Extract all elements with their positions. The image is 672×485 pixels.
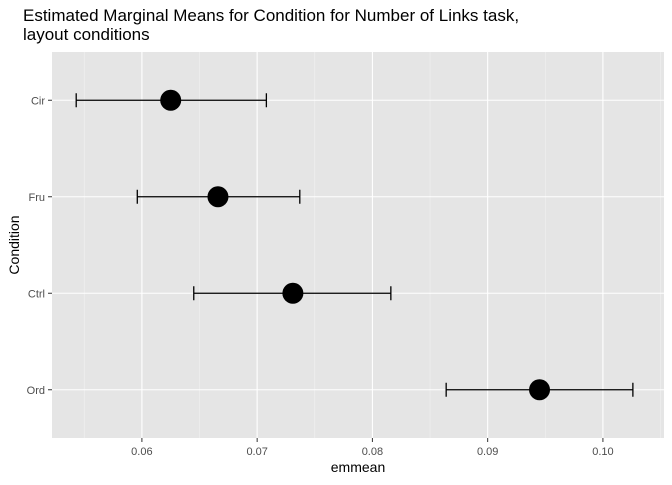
x-tick-label-4: 0.10 <box>592 446 613 458</box>
x-tick-label-1: 0.07 <box>246 446 267 458</box>
point-ctrl <box>282 282 304 304</box>
y-tick-label-cir: Cir <box>31 95 45 107</box>
x-axis-ticks: 0.06 0.07 0.08 0.09 0.10 <box>131 438 614 458</box>
x-tick-label-2: 0.08 <box>362 446 383 458</box>
point-cir <box>160 89 182 111</box>
y-tick-label-ctrl: Ctrl <box>28 288 45 300</box>
y-tick-label-fru: Fru <box>29 192 46 204</box>
x-axis-title: emmean <box>331 459 385 475</box>
x-tick-label-0: 0.06 <box>131 446 152 458</box>
plot-panel <box>52 52 664 438</box>
data-marks <box>75 89 634 401</box>
x-tick-label-3: 0.09 <box>477 446 498 458</box>
point-fru <box>207 186 229 208</box>
chart-title-line-1: Estimated Marginal Means for Condition f… <box>23 6 519 25</box>
point-ord <box>529 379 551 401</box>
chart-title-line-2: layout conditions <box>23 25 150 44</box>
y-tick-label-ord: Ord <box>27 385 45 397</box>
y-axis-title: Condition <box>6 215 22 274</box>
y-axis-ticks: Cir Fru Ctrl Ord <box>27 95 52 397</box>
